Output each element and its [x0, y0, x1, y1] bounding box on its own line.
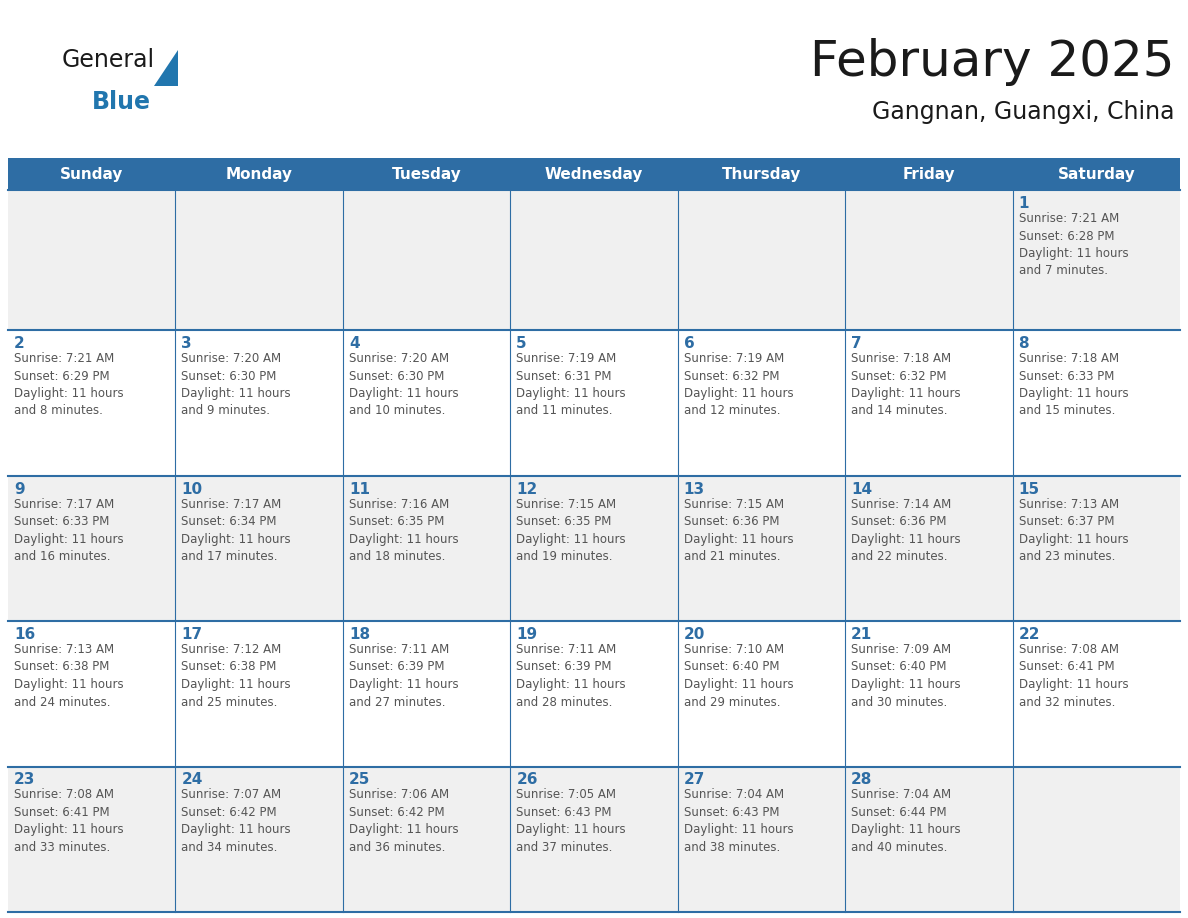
- Text: 19: 19: [517, 627, 537, 642]
- Text: Gangnan, Guangxi, China: Gangnan, Guangxi, China: [872, 100, 1175, 124]
- Text: Blue: Blue: [91, 90, 151, 114]
- Text: 16: 16: [14, 627, 36, 642]
- Text: 17: 17: [182, 627, 202, 642]
- Text: Tuesday: Tuesday: [392, 166, 461, 182]
- Text: 6: 6: [684, 336, 695, 351]
- Text: Sunrise: 7:15 AM
Sunset: 6:35 PM
Daylight: 11 hours
and 19 minutes.: Sunrise: 7:15 AM Sunset: 6:35 PM Dayligh…: [517, 498, 626, 563]
- Text: Sunrise: 7:07 AM
Sunset: 6:42 PM
Daylight: 11 hours
and 34 minutes.: Sunrise: 7:07 AM Sunset: 6:42 PM Dayligh…: [182, 789, 291, 854]
- Text: Sunrise: 7:20 AM
Sunset: 6:30 PM
Daylight: 11 hours
and 9 minutes.: Sunrise: 7:20 AM Sunset: 6:30 PM Dayligh…: [182, 352, 291, 418]
- Text: 14: 14: [851, 482, 872, 497]
- Text: 3: 3: [182, 336, 192, 351]
- Text: 1: 1: [1018, 196, 1029, 211]
- Bar: [8, 330, 1180, 476]
- Text: Wednesday: Wednesday: [545, 166, 643, 182]
- Text: Sunrise: 7:21 AM
Sunset: 6:28 PM
Daylight: 11 hours
and 7 minutes.: Sunrise: 7:21 AM Sunset: 6:28 PM Dayligh…: [1018, 212, 1129, 277]
- Text: February 2025: February 2025: [810, 38, 1175, 86]
- Bar: [8, 190, 1180, 330]
- Text: 18: 18: [349, 627, 369, 642]
- Text: Sunrise: 7:17 AM
Sunset: 6:33 PM
Daylight: 11 hours
and 16 minutes.: Sunrise: 7:17 AM Sunset: 6:33 PM Dayligh…: [14, 498, 124, 563]
- Text: Sunrise: 7:18 AM
Sunset: 6:32 PM
Daylight: 11 hours
and 14 minutes.: Sunrise: 7:18 AM Sunset: 6:32 PM Dayligh…: [851, 352, 961, 418]
- Text: 24: 24: [182, 773, 203, 788]
- Text: Sunrise: 7:18 AM
Sunset: 6:33 PM
Daylight: 11 hours
and 15 minutes.: Sunrise: 7:18 AM Sunset: 6:33 PM Dayligh…: [1018, 352, 1129, 418]
- Text: Sunrise: 7:11 AM
Sunset: 6:39 PM
Daylight: 11 hours
and 27 minutes.: Sunrise: 7:11 AM Sunset: 6:39 PM Dayligh…: [349, 643, 459, 709]
- Text: Sunrise: 7:09 AM
Sunset: 6:40 PM
Daylight: 11 hours
and 30 minutes.: Sunrise: 7:09 AM Sunset: 6:40 PM Dayligh…: [851, 643, 961, 709]
- Text: Sunrise: 7:10 AM
Sunset: 6:40 PM
Daylight: 11 hours
and 29 minutes.: Sunrise: 7:10 AM Sunset: 6:40 PM Dayligh…: [684, 643, 794, 709]
- Text: Sunrise: 7:19 AM
Sunset: 6:32 PM
Daylight: 11 hours
and 12 minutes.: Sunrise: 7:19 AM Sunset: 6:32 PM Dayligh…: [684, 352, 794, 418]
- Text: 13: 13: [684, 482, 704, 497]
- Bar: [8, 767, 1180, 912]
- Text: Sunrise: 7:04 AM
Sunset: 6:43 PM
Daylight: 11 hours
and 38 minutes.: Sunrise: 7:04 AM Sunset: 6:43 PM Dayligh…: [684, 789, 794, 854]
- Text: 21: 21: [851, 627, 872, 642]
- Text: Sunrise: 7:14 AM
Sunset: 6:36 PM
Daylight: 11 hours
and 22 minutes.: Sunrise: 7:14 AM Sunset: 6:36 PM Dayligh…: [851, 498, 961, 563]
- Text: Sunrise: 7:15 AM
Sunset: 6:36 PM
Daylight: 11 hours
and 21 minutes.: Sunrise: 7:15 AM Sunset: 6:36 PM Dayligh…: [684, 498, 794, 563]
- Text: 28: 28: [851, 773, 872, 788]
- Text: Thursday: Thursday: [722, 166, 801, 182]
- Text: Sunrise: 7:12 AM
Sunset: 6:38 PM
Daylight: 11 hours
and 25 minutes.: Sunrise: 7:12 AM Sunset: 6:38 PM Dayligh…: [182, 643, 291, 709]
- Text: 26: 26: [517, 773, 538, 788]
- Text: 7: 7: [851, 336, 861, 351]
- Text: Sunrise: 7:06 AM
Sunset: 6:42 PM
Daylight: 11 hours
and 36 minutes.: Sunrise: 7:06 AM Sunset: 6:42 PM Dayligh…: [349, 789, 459, 854]
- Text: Monday: Monday: [226, 166, 292, 182]
- Bar: [8, 476, 1180, 621]
- Text: Sunrise: 7:11 AM
Sunset: 6:39 PM
Daylight: 11 hours
and 28 minutes.: Sunrise: 7:11 AM Sunset: 6:39 PM Dayligh…: [517, 643, 626, 709]
- Text: Sunrise: 7:17 AM
Sunset: 6:34 PM
Daylight: 11 hours
and 17 minutes.: Sunrise: 7:17 AM Sunset: 6:34 PM Dayligh…: [182, 498, 291, 563]
- Text: 12: 12: [517, 482, 537, 497]
- Text: 11: 11: [349, 482, 369, 497]
- Text: 2: 2: [14, 336, 25, 351]
- Text: 10: 10: [182, 482, 202, 497]
- Text: 25: 25: [349, 773, 371, 788]
- Text: Sunrise: 7:05 AM
Sunset: 6:43 PM
Daylight: 11 hours
and 37 minutes.: Sunrise: 7:05 AM Sunset: 6:43 PM Dayligh…: [517, 789, 626, 854]
- Text: Sunrise: 7:08 AM
Sunset: 6:41 PM
Daylight: 11 hours
and 32 minutes.: Sunrise: 7:08 AM Sunset: 6:41 PM Dayligh…: [1018, 643, 1129, 709]
- Text: 9: 9: [14, 482, 25, 497]
- Text: 8: 8: [1018, 336, 1029, 351]
- Text: Sunrise: 7:13 AM
Sunset: 6:38 PM
Daylight: 11 hours
and 24 minutes.: Sunrise: 7:13 AM Sunset: 6:38 PM Dayligh…: [14, 643, 124, 709]
- Text: 15: 15: [1018, 482, 1040, 497]
- Text: 27: 27: [684, 773, 706, 788]
- Text: Sunrise: 7:21 AM
Sunset: 6:29 PM
Daylight: 11 hours
and 8 minutes.: Sunrise: 7:21 AM Sunset: 6:29 PM Dayligh…: [14, 352, 124, 418]
- Text: Sunrise: 7:13 AM
Sunset: 6:37 PM
Daylight: 11 hours
and 23 minutes.: Sunrise: 7:13 AM Sunset: 6:37 PM Dayligh…: [1018, 498, 1129, 563]
- Text: Saturday: Saturday: [1057, 166, 1136, 182]
- Text: Sunrise: 7:19 AM
Sunset: 6:31 PM
Daylight: 11 hours
and 11 minutes.: Sunrise: 7:19 AM Sunset: 6:31 PM Dayligh…: [517, 352, 626, 418]
- Text: Sunrise: 7:04 AM
Sunset: 6:44 PM
Daylight: 11 hours
and 40 minutes.: Sunrise: 7:04 AM Sunset: 6:44 PM Dayligh…: [851, 789, 961, 854]
- Text: Sunrise: 7:20 AM
Sunset: 6:30 PM
Daylight: 11 hours
and 10 minutes.: Sunrise: 7:20 AM Sunset: 6:30 PM Dayligh…: [349, 352, 459, 418]
- Text: 4: 4: [349, 336, 360, 351]
- Text: 22: 22: [1018, 627, 1040, 642]
- Text: 5: 5: [517, 336, 527, 351]
- Bar: [8, 158, 1180, 190]
- Polygon shape: [154, 50, 178, 86]
- Text: General: General: [62, 48, 156, 72]
- Text: Sunrise: 7:16 AM
Sunset: 6:35 PM
Daylight: 11 hours
and 18 minutes.: Sunrise: 7:16 AM Sunset: 6:35 PM Dayligh…: [349, 498, 459, 563]
- Text: Friday: Friday: [903, 166, 955, 182]
- Text: Sunday: Sunday: [61, 166, 124, 182]
- Text: 20: 20: [684, 627, 706, 642]
- Text: Sunrise: 7:08 AM
Sunset: 6:41 PM
Daylight: 11 hours
and 33 minutes.: Sunrise: 7:08 AM Sunset: 6:41 PM Dayligh…: [14, 789, 124, 854]
- Bar: [8, 621, 1180, 767]
- Text: 23: 23: [14, 773, 36, 788]
